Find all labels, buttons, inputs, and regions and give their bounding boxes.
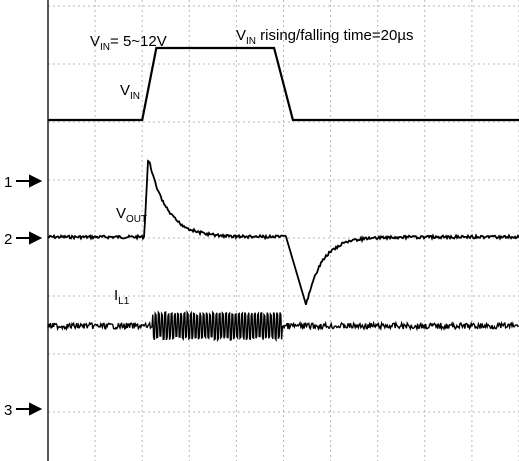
channel-marker-2-label: 2 [4,231,12,248]
channel-marker-1: 1 [4,174,43,191]
trace-vout [47,159,519,305]
traces [47,46,519,343]
trace-il1 [47,309,519,343]
rise-fall-annotation: VIN rising/falling time=20µs [236,27,413,47]
channel-marker-1-label: 1 [4,174,12,191]
series-label-vin: VIN [120,82,140,102]
channel-marker-2-arrow-icon [16,231,43,245]
series-label-il1: IL1 [114,287,130,307]
channel-marker-3-label: 3 [4,402,12,419]
channel-marker-3: 3 [4,402,43,419]
grid [47,0,519,461]
channel-marker-3-arrow-icon [16,402,43,416]
channel-marker-2: 2 [4,231,43,248]
vin-range-annotation: VIN= 5~12V [90,33,167,53]
trace-vin [48,46,519,122]
channel-marker-1-arrow-icon [16,174,43,188]
series-label-vout: VOUT [116,205,147,225]
